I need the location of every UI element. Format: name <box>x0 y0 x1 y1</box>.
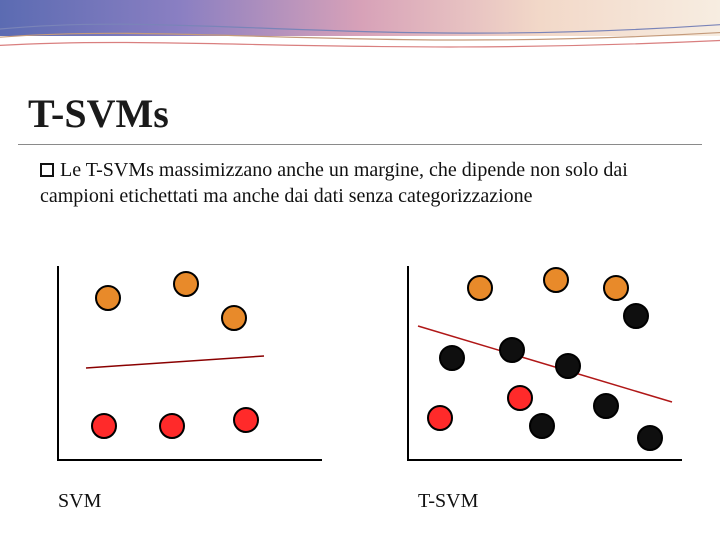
data-point <box>440 346 464 370</box>
svm-chart <box>40 258 330 468</box>
svm-caption: SVM <box>58 490 101 513</box>
tsvm-chart <box>390 258 690 468</box>
data-point <box>604 276 628 300</box>
separating-line <box>86 356 264 368</box>
data-point <box>96 286 120 310</box>
bullet-icon <box>40 163 54 177</box>
data-point <box>500 338 524 362</box>
charts-area: SVM T-SVM <box>0 258 720 540</box>
data-point <box>624 304 648 328</box>
tsvm-caption: T-SVM <box>418 490 478 513</box>
slide-body-text: Le T-SVMs massimizzano anche un margine,… <box>40 158 680 209</box>
data-point <box>234 408 258 432</box>
data-point <box>428 406 452 430</box>
data-point <box>468 276 492 300</box>
body-text-content: Le T-SVMs massimizzano anche un margine,… <box>40 159 628 207</box>
data-point <box>92 414 116 438</box>
data-point <box>638 426 662 450</box>
data-point <box>556 354 580 378</box>
title-underline <box>18 144 702 145</box>
data-point <box>594 394 618 418</box>
data-point <box>222 306 246 330</box>
data-point <box>544 268 568 292</box>
slide-header-decoration <box>0 0 720 70</box>
data-point <box>508 386 532 410</box>
data-point <box>160 414 184 438</box>
slide-title: T-SVMs <box>28 90 169 137</box>
data-point <box>174 272 198 296</box>
data-point <box>530 414 554 438</box>
